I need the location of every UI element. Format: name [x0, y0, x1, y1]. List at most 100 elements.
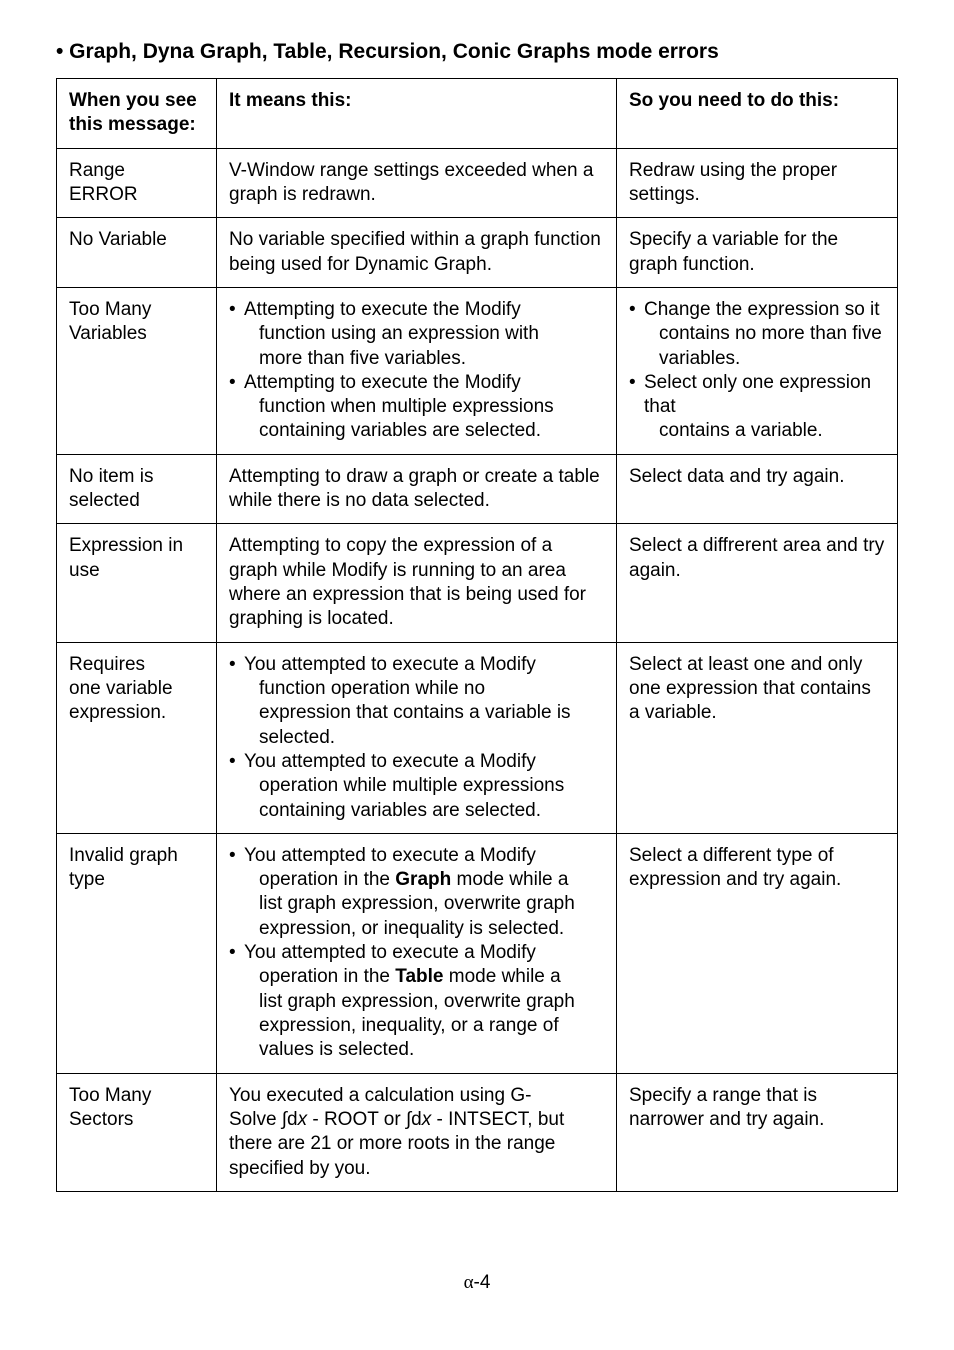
msg-cell: No Variable: [57, 218, 217, 288]
t: Solve ∫d: [229, 1109, 298, 1130]
header-message: When you see this message:: [57, 79, 217, 149]
action-cell: Specify a range that is narrower and try…: [617, 1073, 898, 1191]
bullet-cont: operation in the Graph mode while a: [244, 868, 604, 892]
bullet-cont: operation in the Table mode while a: [244, 965, 604, 989]
table-row: Too Many Sectors You executed a calculat…: [57, 1073, 898, 1191]
meaning-cell: You attempted to execute a Modify operat…: [217, 833, 617, 1073]
msg-cell: Too Many Sectors: [57, 1073, 217, 1191]
bullet-item: You attempted to execute a Modify functi…: [244, 653, 604, 750]
bullet-cont: function when multiple expressions: [244, 395, 604, 419]
bullet-text: Select only one expression that: [644, 372, 871, 417]
bullet-text: Change the expression so it: [644, 299, 880, 320]
msg-text: expression.: [69, 702, 166, 723]
bullet-cont: containing variables are selected.: [244, 799, 604, 823]
msg-text: Expression in: [69, 535, 183, 556]
bullet-cont: expression, inequality, or a range of: [244, 1014, 604, 1038]
action-cell: Select data and try again.: [617, 454, 898, 524]
msg-text: type: [69, 869, 105, 890]
bullet-cont: contains no more than five: [644, 322, 885, 346]
msg-text: selected: [69, 490, 140, 511]
page-alpha: α: [464, 1272, 474, 1293]
bold: Graph: [395, 869, 451, 890]
action-cell: Select a diffrerent area and try again.: [617, 524, 898, 642]
meaning-cell: Attempting to draw a graph or create a t…: [217, 454, 617, 524]
bullet-cont: operation while multiple expressions: [244, 774, 604, 798]
msg-text: Too Many: [69, 1085, 151, 1106]
action-cell: Redraw using the proper settings.: [617, 148, 898, 218]
bullet-cont: contains a variable.: [644, 419, 885, 443]
bullet-text: You attempted to execute a Modify: [244, 654, 536, 675]
line: there are 21 or more roots in the range: [229, 1132, 604, 1156]
bold: Table: [395, 966, 443, 987]
msg-cell: Too Many Variables: [57, 287, 217, 454]
bullet-item: Attempting to execute the Modify functio…: [244, 371, 604, 444]
table-row: Too Many Variables Attempting to execute…: [57, 287, 898, 454]
msg-text: use: [69, 560, 100, 581]
bullet-cont: function operation while no: [244, 677, 604, 701]
meaning-cell: You attempted to execute a Modify functi…: [217, 642, 617, 833]
t: operation in the: [259, 966, 395, 987]
table-row: Range ERROR V-Window range settings exce…: [57, 148, 898, 218]
page-number: α-4: [56, 1272, 898, 1334]
bullet-text: Attempting to execute the Modify: [244, 299, 521, 320]
bullet-cont: list graph expression, overwrite graph: [244, 892, 604, 916]
t: mode while a: [443, 966, 560, 987]
bullet-item: Select only one expression that contains…: [644, 371, 885, 444]
bullet-text: Attempting to execute the Modify: [244, 372, 521, 393]
table-row: Invalid graph type You attempted to exec…: [57, 833, 898, 1073]
error-table: When you see this message: It means this…: [56, 78, 898, 1192]
page-num-text: -4: [474, 1272, 491, 1293]
var: x: [298, 1109, 308, 1130]
msg-text: ERROR: [69, 184, 138, 205]
header-text: When you see: [69, 90, 197, 111]
table-row: Requires one variable expression. You at…: [57, 642, 898, 833]
msg-text: Too Many: [69, 299, 151, 320]
table-row: Expression in use Attempting to copy the…: [57, 524, 898, 642]
bullet-text: You attempted to execute a Modify: [244, 751, 536, 772]
msg-text: Requires: [69, 654, 145, 675]
bullet-cont: expression, or inequality is selected.: [244, 917, 604, 941]
meaning-cell: You executed a calculation using G- Solv…: [217, 1073, 617, 1191]
msg-cell: Requires one variable expression.: [57, 642, 217, 833]
bullet-item: You attempted to execute a Modify operat…: [244, 750, 604, 823]
msg-cell: Expression in use: [57, 524, 217, 642]
bullet-item: Attempting to execute the Modify functio…: [244, 298, 604, 371]
action-cell: Select at least one and only one express…: [617, 642, 898, 833]
msg-cell: No item is selected: [57, 454, 217, 524]
msg-text: Variables: [69, 323, 147, 344]
line: You executed a calculation using G-: [229, 1084, 604, 1108]
meaning-cell: V-Window range settings exceeded when a …: [217, 148, 617, 218]
t: - ROOT or ∫d: [307, 1109, 422, 1130]
meaning-cell: Attempting to copy the expression of a g…: [217, 524, 617, 642]
header-action: So you need to do this:: [617, 79, 898, 149]
msg-text: Range: [69, 160, 125, 181]
bullet-cont: values is selected.: [244, 1038, 604, 1062]
table-header-row: When you see this message: It means this…: [57, 79, 898, 149]
msg-cell: Range ERROR: [57, 148, 217, 218]
meaning-cell: Attempting to execute the Modify functio…: [217, 287, 617, 454]
bullet-cont: containing variables are selected.: [244, 419, 604, 443]
bullet-cont: more than five variables.: [244, 347, 604, 371]
bullet-item: Change the expression so it contains no …: [644, 298, 885, 371]
t: operation in the: [259, 869, 395, 890]
line: Solve ∫dx - ROOT or ∫dx - INTSECT, but: [229, 1108, 604, 1132]
bullet-item: You attempted to execute a Modify operat…: [244, 844, 604, 941]
bullet-cont: variables.: [644, 347, 885, 371]
page-container: • Graph, Dyna Graph, Table, Recursion, C…: [0, 0, 954, 1334]
header-text: this message:: [69, 114, 196, 135]
bullet-text: You attempted to execute a Modify: [244, 942, 536, 963]
table-row: No item is selected Attempting to draw a…: [57, 454, 898, 524]
var: x: [422, 1109, 432, 1130]
section-title: • Graph, Dyna Graph, Table, Recursion, C…: [56, 40, 898, 64]
msg-text: No item is: [69, 466, 153, 487]
bullet-cont: function using an expression with: [244, 322, 604, 346]
action-cell: Select a different type of expression an…: [617, 833, 898, 1073]
bullet-cont: expression that contains a variable is: [244, 701, 604, 725]
header-meaning: It means this:: [217, 79, 617, 149]
bullet-cont: list graph expression, overwrite graph: [244, 990, 604, 1014]
msg-text: Invalid graph: [69, 845, 178, 866]
msg-text: Sectors: [69, 1109, 133, 1130]
msg-text: one variable: [69, 678, 173, 699]
bullet-item: You attempted to execute a Modify operat…: [244, 941, 604, 1063]
table-row: No Variable No variable specified within…: [57, 218, 898, 288]
